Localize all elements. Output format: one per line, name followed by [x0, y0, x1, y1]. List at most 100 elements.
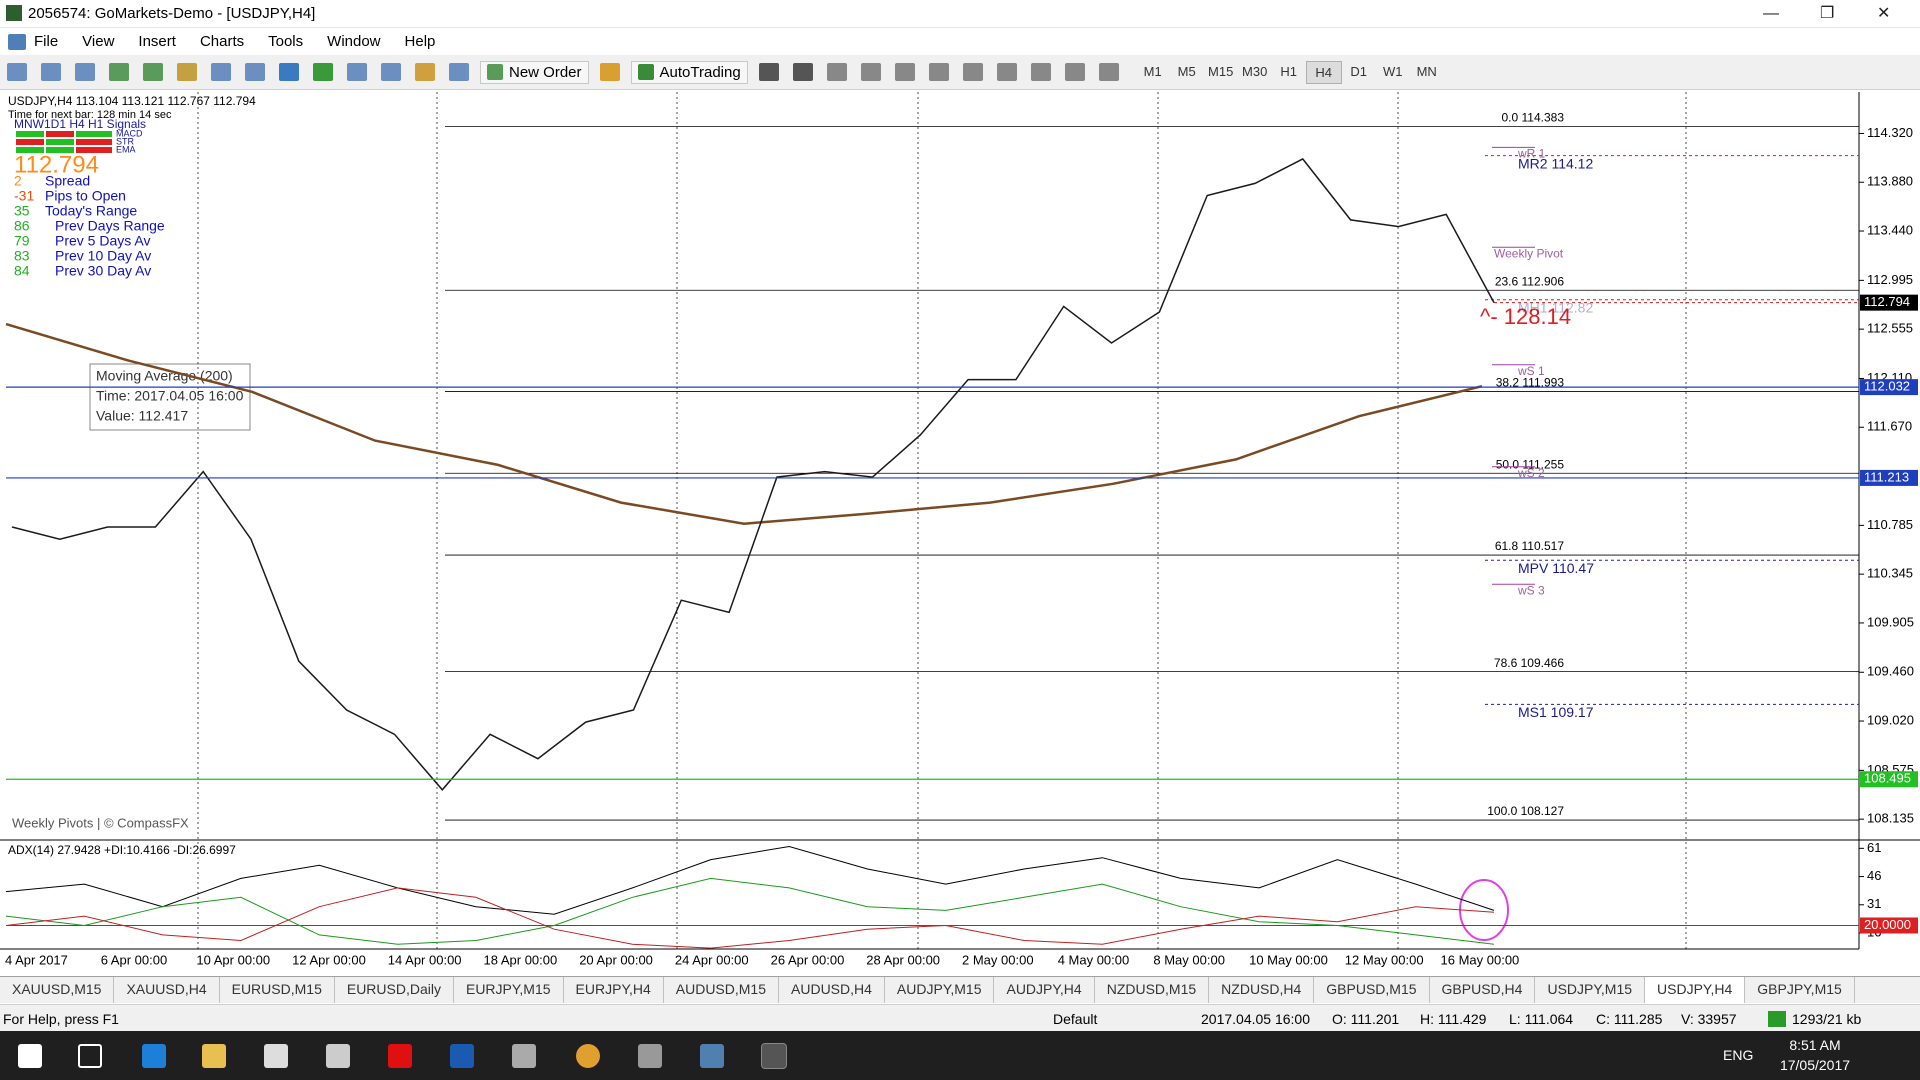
chart-tab[interactable]: AUDJPY,H4 [994, 977, 1095, 1003]
tool-icon[interactable] [860, 63, 881, 81]
menu-item[interactable]: View [82, 33, 115, 50]
timeframe-button[interactable]: H1 [1280, 63, 1298, 79]
chart-tab[interactable]: XAUUSD,M15 [0, 977, 115, 1003]
task-view[interactable] [78, 1044, 102, 1068]
app-icon[interactable] [700, 1044, 724, 1068]
tool-icon[interactable] [75, 63, 95, 81]
tool-icon[interactable] [211, 63, 231, 81]
chart-tab[interactable]: AUDJPY,M15 [885, 977, 995, 1003]
chart-tab[interactable]: GBPUSD,M15 [1314, 977, 1430, 1003]
app-icon[interactable] [450, 1044, 474, 1068]
chart-tab[interactable]: EURJPY,H4 [564, 977, 664, 1003]
tool-icon[interactable] [279, 63, 299, 81]
tool-icon[interactable] [894, 63, 915, 81]
store-icon[interactable] [264, 1044, 288, 1068]
stat-label: Prev 5 Days Av [55, 233, 150, 249]
chart-tab[interactable]: GBPJPY,M15 [1745, 977, 1855, 1003]
tool-icon[interactable] [415, 63, 435, 81]
next-bar: Time for next bar: 128 min 14 sec [8, 109, 172, 121]
chart-tab[interactable]: GBPUSD,H4 [1430, 977, 1536, 1003]
tool-icon[interactable] [7, 63, 27, 81]
mt4-icon[interactable] [761, 1043, 787, 1069]
adx-tick-label: 61 [1867, 840, 1881, 855]
menu-item[interactable]: File [34, 33, 59, 50]
signal-row: STR [116, 136, 135, 146]
menu-item[interactable]: Insert [138, 33, 176, 50]
x-tick-label: 10 May 00:00 [1249, 952, 1328, 967]
menu-item[interactable]: Window [327, 33, 381, 50]
tool-icon[interactable] [381, 63, 401, 81]
new-order-button[interactable]: New Order [480, 60, 589, 84]
adx-level-label: 20.0000 [1864, 917, 1911, 932]
calculator-icon[interactable] [326, 1044, 350, 1068]
tool-icon[interactable] [996, 63, 1017, 81]
tool-icon[interactable] [177, 63, 197, 81]
chart-tab[interactable]: EURJPY,M15 [454, 977, 564, 1003]
close-button[interactable]: ✕ [1877, 5, 1891, 22]
y-tick-label: 114.320 [1867, 125, 1913, 140]
autotrading-button[interactable]: AutoTrading [630, 60, 748, 84]
stat-value: -31 [14, 188, 34, 204]
tool-icon[interactable] [1064, 63, 1085, 81]
menu-item[interactable]: Charts [199, 33, 245, 50]
timeframe-button[interactable]: W1 [1382, 63, 1403, 79]
timeframe-button[interactable]: M15 [1208, 63, 1234, 79]
chart-tab[interactable]: NZDUSD,H4 [1209, 977, 1315, 1003]
tool-icon[interactable] [1030, 63, 1051, 81]
weekly-label: wS 1 [1517, 364, 1545, 378]
menu-bar: File View Insert Charts Tools Window Help [0, 28, 1920, 55]
timeframe-button[interactable]: D1 [1350, 63, 1368, 79]
restore-button[interactable]: ❐ [1820, 5, 1835, 22]
app-icon[interactable] [388, 1044, 412, 1068]
timeframe-button[interactable]: H4 [1305, 60, 1342, 84]
timeframe-button[interactable]: M30 [1242, 63, 1268, 79]
y-tick-label: 113.440 [1867, 222, 1913, 237]
tooltip: Moving Average (200) Time: 2017.04.05 16:… [89, 363, 251, 431]
start-button[interactable] [18, 1044, 42, 1068]
chart-tab[interactable]: AUDUSD,H4 [779, 977, 885, 1003]
tool-icon[interactable] [962, 63, 983, 81]
adx-line [5, 887, 1495, 949]
chart-tab[interactable]: USDJPY,H4 [1645, 977, 1746, 1003]
x-tick-label: 4 May 00:00 [1058, 952, 1130, 967]
chrome-icon[interactable] [576, 1044, 600, 1068]
tool-icon[interactable] [792, 63, 813, 81]
tool-icon[interactable] [928, 63, 949, 81]
tool-icon[interactable] [109, 63, 129, 81]
price-marker-box [1860, 294, 1918, 311]
menu-item[interactable]: Tools [268, 33, 304, 50]
tool-icon[interactable] [599, 63, 620, 81]
chart-tab[interactable]: NZDUSD,M15 [1095, 977, 1210, 1003]
chart-tab[interactable]: EURUSD,M15 [220, 977, 335, 1003]
tool-icon[interactable] [245, 63, 265, 81]
timeframe-button[interactable]: MN [1416, 63, 1437, 79]
app-icon[interactable] [512, 1044, 536, 1068]
clock-date: 17/05/2017 [1779, 1057, 1851, 1073]
tool-icon[interactable] [449, 63, 469, 81]
chart-tab[interactable]: XAUUSD,H4 [114, 977, 220, 1003]
tool-icon[interactable] [758, 63, 779, 81]
tool-icon[interactable] [347, 63, 367, 81]
pivot-label: MH1 112.82 [1518, 299, 1593, 315]
timeframe-button[interactable]: M1 [1143, 63, 1162, 79]
edge-icon[interactable] [142, 1044, 166, 1068]
timeframe-button[interactable]: M5 [1177, 63, 1196, 79]
x-tick-label: 4 Apr 2017 [5, 952, 68, 967]
explorer-icon[interactable] [202, 1044, 226, 1068]
stat-value: 2 [14, 173, 22, 189]
chart-tab[interactable]: EURUSD,Daily [335, 977, 454, 1003]
x-tick-label: 24 Apr 00:00 [675, 952, 749, 967]
tool-icon[interactable] [41, 63, 61, 81]
stat-value: 79 [14, 233, 30, 249]
tool-icon[interactable] [1098, 63, 1119, 81]
menu-item[interactable]: Help [404, 33, 436, 50]
tool-icon[interactable] [826, 63, 847, 81]
app-icon[interactable] [638, 1044, 662, 1068]
chart-tab[interactable]: AUDUSD,M15 [664, 977, 780, 1003]
tool-icon[interactable] [143, 63, 163, 81]
minimize-button[interactable]: — [1763, 5, 1779, 22]
chart-tab[interactable]: USDJPY,M15 [1535, 977, 1646, 1003]
tool-icon[interactable] [313, 63, 333, 81]
stat-label: Spread [45, 173, 90, 189]
